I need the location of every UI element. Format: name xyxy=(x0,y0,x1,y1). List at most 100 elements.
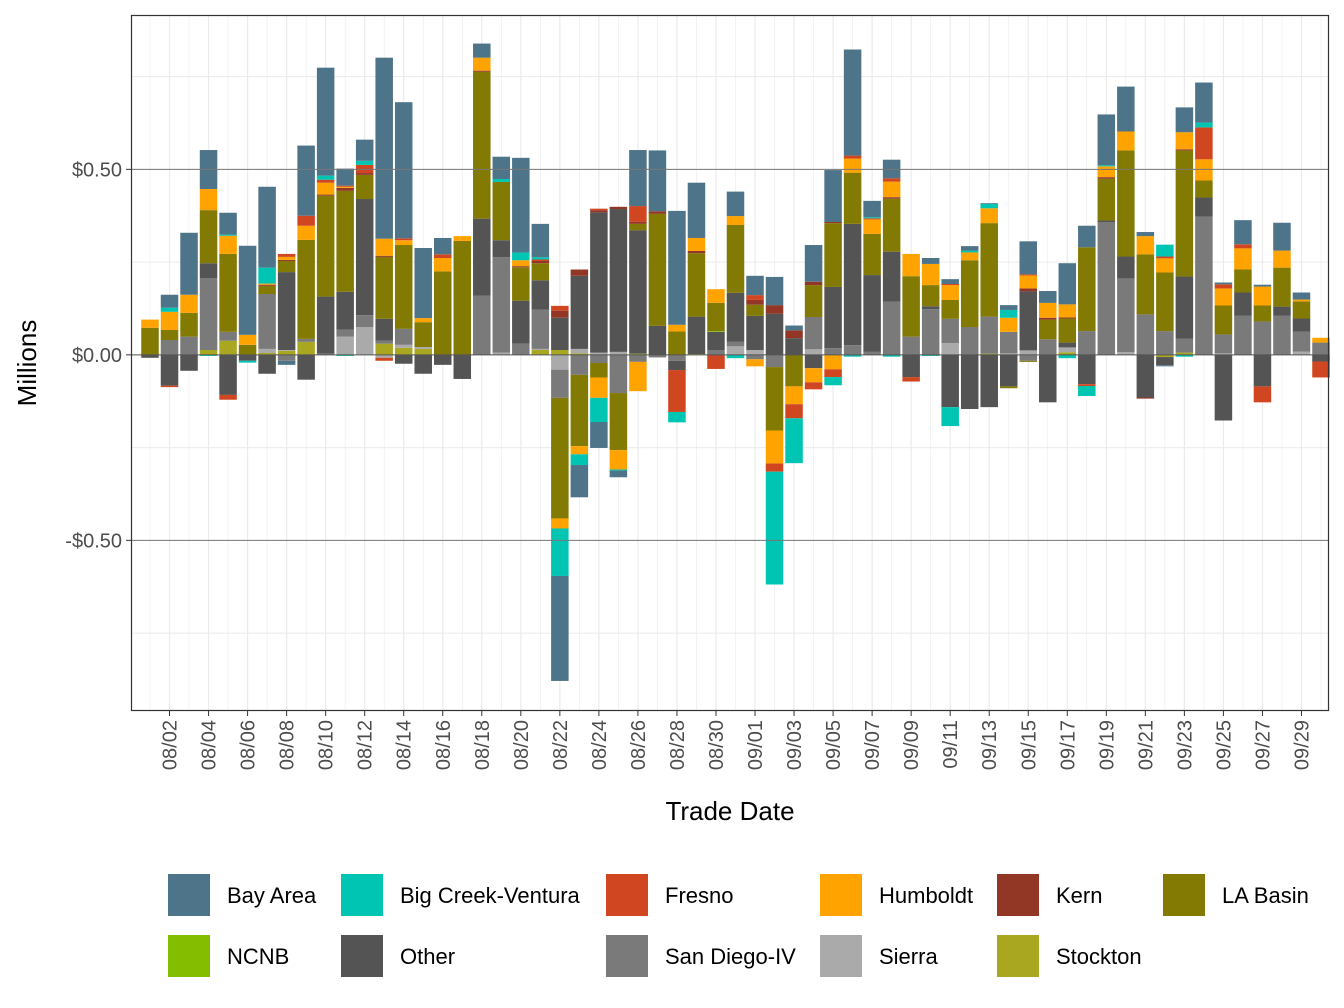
bar-segment-kern xyxy=(629,221,647,224)
bar-segment-humboldt xyxy=(1312,337,1330,343)
bar-segment-kern xyxy=(765,305,784,314)
bar-segment-san-diego-iv xyxy=(1312,342,1330,355)
bar-segment-la-basin xyxy=(1214,305,1233,335)
bar-segment-la-basin xyxy=(570,374,589,447)
bar-segment-humboldt xyxy=(804,368,823,383)
bar-segment-other xyxy=(824,286,842,349)
bar-segment-other xyxy=(960,354,979,410)
bar-segment-big-creek-ventura xyxy=(1175,354,1194,357)
bar-segment-big-creek-ventura xyxy=(1156,244,1174,257)
bar-segment-other xyxy=(1292,318,1311,332)
bar-segment-la-basin xyxy=(1136,254,1155,315)
x-tick-label: 09/07 xyxy=(862,720,884,770)
bar-segment-san-diego-iv xyxy=(609,354,628,394)
bar-segment-la-basin xyxy=(804,285,823,317)
bar-segment-bay-area xyxy=(394,102,413,239)
bar-segment-bay-area xyxy=(160,294,179,308)
bar-segment-sierra xyxy=(746,350,764,355)
legend-item-fresno: Fresno xyxy=(606,874,733,916)
bar-segment-la-basin xyxy=(609,393,628,451)
bar-segment-other xyxy=(707,331,725,351)
bar-segment-humboldt xyxy=(1097,166,1116,178)
bar-segment-big-creek-ventura xyxy=(590,397,608,422)
bar-segment-fresno xyxy=(1019,274,1037,276)
bar-segment-fresno xyxy=(375,357,393,361)
bar-segment-big-creek-ventura xyxy=(1078,386,1096,397)
bar-segment-other xyxy=(668,360,686,371)
bar-segment-stockton xyxy=(219,340,237,355)
bar-segment-san-diego-iv xyxy=(297,338,315,342)
bar-segment-fresno xyxy=(531,259,550,261)
bar-segment-bay-area xyxy=(648,150,667,212)
bar-segment-la-basin xyxy=(238,344,257,355)
bar-segment-la-basin xyxy=(219,253,237,332)
bar-segment-san-diego-iv xyxy=(336,329,354,337)
bar-segment-sierra xyxy=(336,336,354,355)
bar-segment-san-diego-iv xyxy=(1175,338,1194,353)
bar-segment-kern xyxy=(355,173,374,175)
bar-segment-bay-area xyxy=(1156,365,1174,367)
x-tick-label: 08/20 xyxy=(511,720,533,770)
bar-segment-humboldt xyxy=(590,377,608,398)
bar-segment-fresno xyxy=(902,377,920,382)
bar-segment-big-creek-ventura xyxy=(882,354,901,357)
bar-segment-other xyxy=(394,354,413,364)
bar-segment-humboldt xyxy=(609,450,628,470)
bar-segment-big-creek-ventura xyxy=(843,354,862,357)
bar-segment-humboldt xyxy=(336,186,354,188)
bar-segment-humboldt xyxy=(180,294,198,313)
bar-segment-san-diego-iv xyxy=(765,354,784,368)
x-tick-label: 09/27 xyxy=(1252,720,1274,770)
x-tick-label: 08/02 xyxy=(160,720,182,770)
bar-segment-kern xyxy=(375,255,393,257)
bar-segment-san-diego-iv xyxy=(1214,334,1233,354)
bar-segment-san-diego-iv xyxy=(726,341,745,347)
bar-segment-sierra xyxy=(1019,350,1037,355)
bar-segment-bay-area xyxy=(180,232,198,295)
bar-segment-san-diego-iv xyxy=(1136,314,1155,355)
x-tick-label: 09/01 xyxy=(745,720,767,770)
bar-segment-sierra xyxy=(590,352,608,355)
bar-segment-big-creek-ventura xyxy=(609,469,628,471)
bar-segment-sierra xyxy=(1214,353,1233,355)
bar-segment-san-diego-iv xyxy=(1019,354,1037,361)
bar-segment-kern xyxy=(590,210,608,213)
bar-segment-la-basin xyxy=(1097,178,1116,221)
bar-segment-fresno xyxy=(1195,127,1213,160)
bar-segment-big-creek-ventura xyxy=(1058,354,1077,359)
bar-segment-other xyxy=(277,272,296,351)
bar-segment-bay-area xyxy=(687,182,706,238)
bar-segment-big-creek-ventura xyxy=(551,528,569,576)
bar-segment-other xyxy=(570,275,589,349)
bar-segment-big-creek-ventura xyxy=(960,250,979,253)
x-tick-label: 09/17 xyxy=(1057,720,1079,770)
bar-segment-kern xyxy=(687,250,706,254)
bar-segment-big-creek-ventura xyxy=(921,354,940,356)
bar-segment-san-diego-iv xyxy=(882,301,901,355)
bar-segment-san-diego-iv xyxy=(1253,321,1272,355)
bar-segment-bay-area xyxy=(492,156,511,179)
bar-segment-la-basin xyxy=(629,223,647,231)
legend-swatch xyxy=(341,935,383,977)
x-tick-label: 09/09 xyxy=(901,720,923,770)
bar-segment-stockton xyxy=(414,348,432,355)
bar-segment-big-creek-ventura xyxy=(726,354,745,359)
bar-segment-humboldt xyxy=(1195,159,1213,181)
bar-segment-humboldt xyxy=(1253,286,1272,306)
bar-segment-sierra xyxy=(609,351,628,355)
bar-segment-san-diego-iv xyxy=(180,336,198,355)
bar-segment-humboldt xyxy=(980,208,998,224)
bar-segment-la-basin xyxy=(297,239,315,339)
bar-segment-fresno xyxy=(668,370,686,412)
bar-segment-humboldt xyxy=(297,225,315,240)
bar-segment-kern xyxy=(1097,177,1116,179)
bar-segment-bay-area xyxy=(1214,282,1233,285)
bar-segment-other xyxy=(980,354,998,408)
bar-segment-stockton xyxy=(297,341,315,355)
bar-segment-fresno xyxy=(394,238,413,241)
legend-swatch xyxy=(820,935,862,977)
bar-segment-san-diego-iv xyxy=(570,354,589,375)
bar-segment-bay-area xyxy=(590,421,608,448)
bar-segment-humboldt xyxy=(629,361,647,392)
bar-segment-humboldt xyxy=(258,283,276,285)
